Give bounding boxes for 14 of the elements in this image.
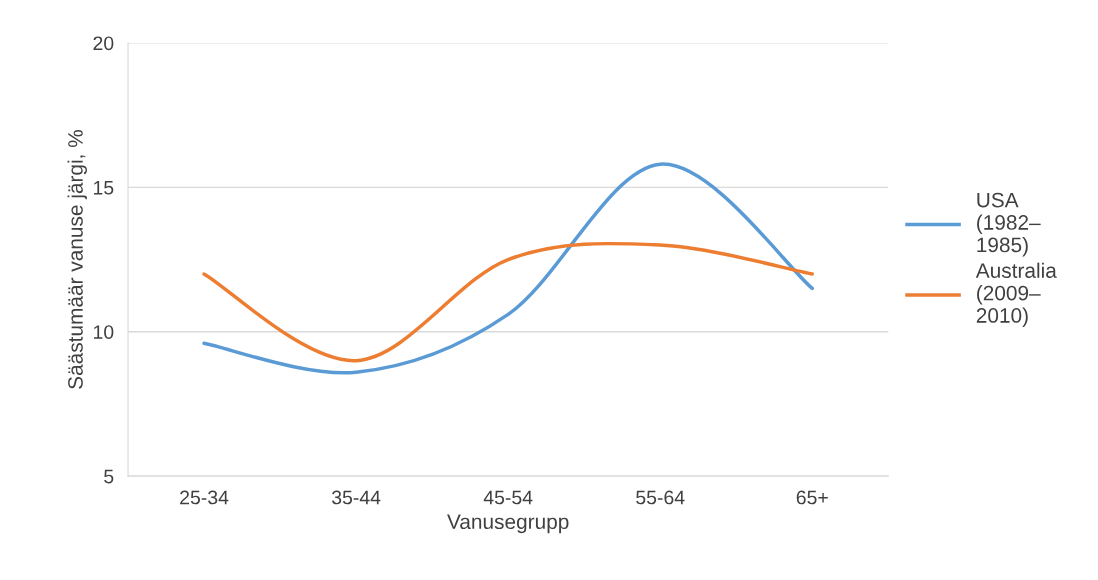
y-tick-label: 5 <box>104 469 114 484</box>
x-tick-label: 55-64 <box>636 490 685 505</box>
legend-label: Australia (2009–2010) <box>975 262 1057 327</box>
y-axis-title: Säästumäär vanuse järgi, % <box>67 130 87 389</box>
x-tick-label: 25-34 <box>180 490 229 505</box>
legend-label: USA (1982–1985) <box>977 192 1041 257</box>
x-tick-label: 35-44 <box>331 490 381 505</box>
x-tick-label: 45-54 <box>483 490 533 505</box>
x-tick-label: 65+ <box>796 490 828 505</box>
y-tick-label: 20 <box>93 36 114 51</box>
x-axis-title: Vanusegrupp <box>447 514 569 534</box>
y-tick-label: 10 <box>93 325 114 339</box>
y-tick-label: 15 <box>93 181 114 195</box>
line-series <box>202 162 814 375</box>
